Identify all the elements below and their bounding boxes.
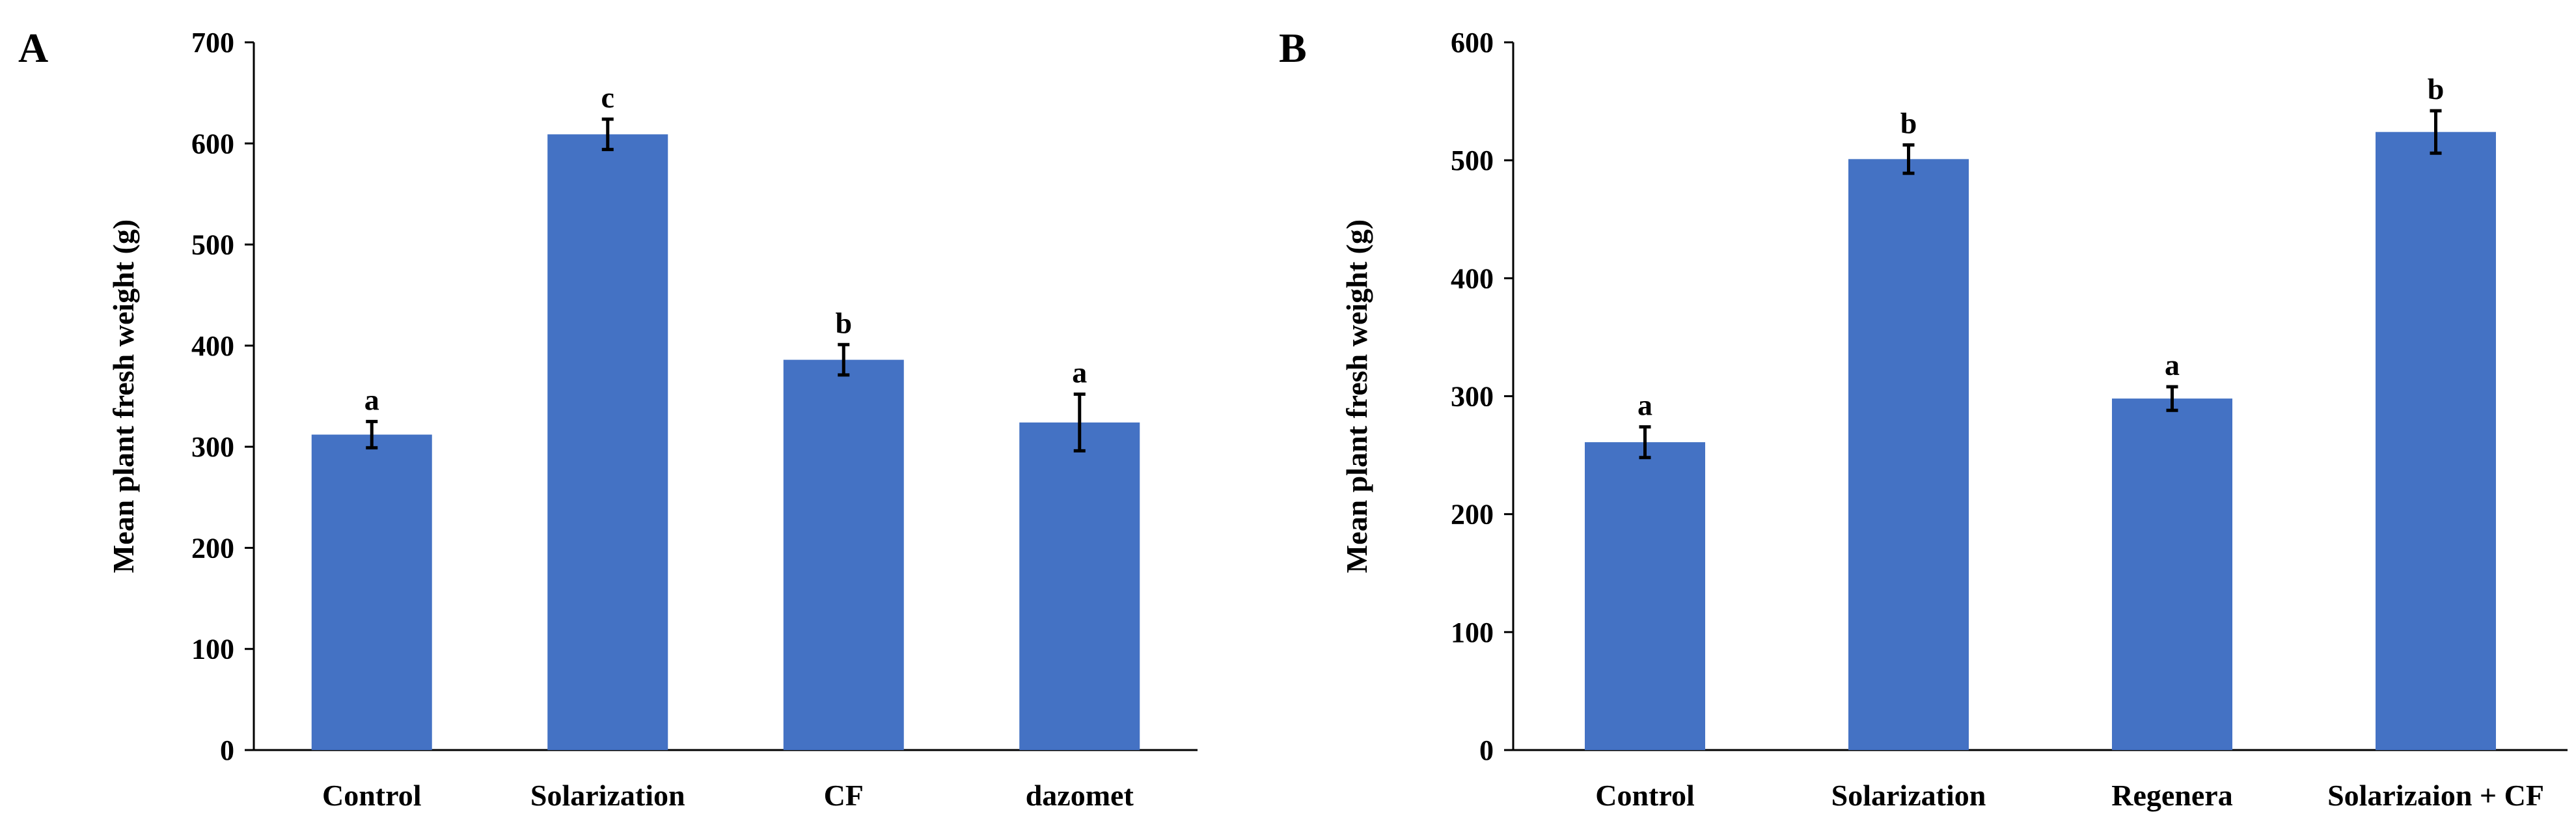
y-tick-label: 200 xyxy=(1451,499,1494,531)
significance-label: b xyxy=(1900,107,1917,140)
bar-b-3 xyxy=(2376,132,2496,751)
y-tick-label: 400 xyxy=(1451,262,1494,294)
bar-b-0 xyxy=(1585,442,1705,750)
y-tick-label: 300 xyxy=(1451,381,1494,413)
error-bar-a-1 xyxy=(601,117,614,152)
error-bar-b-3 xyxy=(2430,109,2442,155)
y-tick-label: 100 xyxy=(191,634,234,665)
bar-b-1 xyxy=(1848,159,1969,751)
panel-label-b: B xyxy=(1279,25,1307,71)
y-tick-label: 600 xyxy=(191,128,234,160)
category-label: Regenera xyxy=(2111,779,2232,812)
significance-label: a xyxy=(1072,355,1087,389)
error-bar-b-0 xyxy=(1639,425,1651,460)
y-tick-label: 600 xyxy=(1451,27,1494,59)
y-tick-label: 400 xyxy=(191,330,234,362)
error-bar-b-1 xyxy=(1902,143,1915,175)
error-bar-a-2 xyxy=(838,342,850,377)
bar-a-2 xyxy=(783,359,904,750)
y-tick-label: 0 xyxy=(220,734,234,766)
error-bar-a-0 xyxy=(366,419,378,450)
bar-a-0 xyxy=(311,434,432,750)
y-tick-label: 100 xyxy=(1451,617,1494,648)
y-tick-label: 300 xyxy=(191,431,234,463)
y-axis-title-a: Mean plant fresh weight (g) xyxy=(107,219,140,573)
y-tick-label: 700 xyxy=(191,27,234,59)
category-label: Solarization xyxy=(530,779,685,812)
category-label: dazomet xyxy=(1026,779,1134,812)
significance-label: a xyxy=(2165,348,2180,382)
y-tick-label: 200 xyxy=(191,532,234,564)
y-axis-title-b: Mean plant fresh weight (g) xyxy=(1340,219,1373,573)
bar-b-2 xyxy=(2112,398,2232,750)
category-label: Solarizaion + CF xyxy=(2327,779,2544,812)
category-label: Control xyxy=(322,779,422,812)
error-bar-a-3 xyxy=(1073,392,1086,453)
y-tick-label: 500 xyxy=(1451,145,1494,176)
significance-label: a xyxy=(364,383,379,416)
bar-a-1 xyxy=(547,134,668,750)
category-label: CF xyxy=(824,779,864,812)
significance-label: a xyxy=(1637,389,1652,422)
chart-panel-a: A 0 100 200 300 400 500 600 700 Mean plant fresh… xyxy=(18,25,1198,812)
panel-label-a: A xyxy=(18,25,48,71)
category-label: Solarization xyxy=(1831,779,1986,812)
significance-label: b xyxy=(2428,72,2445,105)
category-label: Control xyxy=(1595,779,1695,812)
y-tick-label: 500 xyxy=(191,229,234,261)
significance-label: c xyxy=(601,81,614,114)
bar-a-3 xyxy=(1019,422,1140,750)
chart-panel-b: B 0 100 200 300 400 500 600 Mean plant fresh we… xyxy=(1279,25,2568,812)
error-bar-b-2 xyxy=(2166,385,2178,412)
significance-label: b xyxy=(835,306,852,339)
y-tick-label: 0 xyxy=(1479,734,1494,766)
